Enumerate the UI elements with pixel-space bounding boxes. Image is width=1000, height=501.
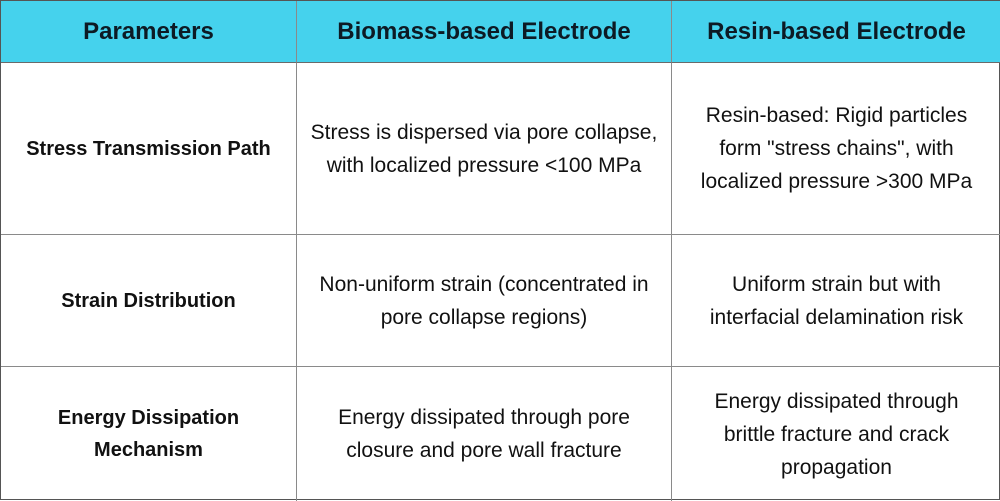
parameter-label: Stress Transmission Path (26, 137, 271, 160)
parameter-label: Energy Dissipation Mechanism (57, 407, 240, 461)
row-strain-distribution-biomass: Non-uniform strain (concentrated in pore… (297, 235, 672, 367)
header-resin-electrode: Resin-based Electrode (672, 1, 1000, 63)
resin-cell-text: Resin-based: Rigid particles form "stres… (700, 104, 973, 193)
row-strain-distribution-resin: Uniform strain but with interfacial dela… (672, 235, 1000, 367)
row-strain-distribution-parameter: Strain Distribution (1, 235, 297, 367)
parameter-label: Strain Distribution (61, 289, 236, 312)
header-parameters: Parameters (1, 1, 297, 63)
biomass-cell-text: Non-uniform strain (concentrated in pore… (319, 272, 649, 329)
row-energy-dissipation-parameter: Energy Dissipation Mechanism (1, 367, 297, 501)
row-stress-transmission-resin: Resin-based: Rigid particles form "stres… (672, 63, 1000, 235)
resin-cell-text: Energy dissipated through brittle fractu… (714, 389, 959, 479)
resin-cell-text: Uniform strain but with interfacial dela… (709, 272, 964, 329)
row-stress-transmission-biomass: Stress is dispersed via pore collapse, w… (297, 63, 672, 235)
biomass-cell-text: Energy dissipated through pore closure a… (338, 406, 630, 462)
row-energy-dissipation-biomass: Energy dissipated through pore closure a… (297, 367, 672, 501)
row-stress-transmission-parameter: Stress Transmission Path (1, 63, 297, 235)
biomass-cell-text: Stress is dispersed via pore collapse, w… (310, 120, 658, 177)
header-biomass-electrode: Biomass-based Electrode (297, 1, 672, 63)
row-energy-dissipation-resin: Energy dissipated through brittle fractu… (672, 367, 1000, 501)
